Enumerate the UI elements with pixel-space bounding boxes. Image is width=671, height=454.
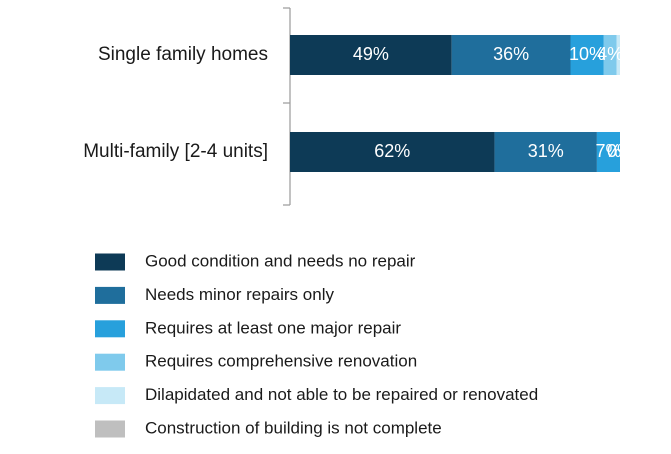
legend-swatch <box>95 253 125 271</box>
category-axis <box>283 7 291 206</box>
legend-swatch <box>95 286 125 304</box>
legend-swatch <box>95 420 125 438</box>
legend-label: Requires at least one major repair <box>145 318 401 337</box>
bar-segment <box>290 132 495 172</box>
legend-label: Requires comprehensive renovation <box>145 352 417 371</box>
legend-label: Dilapidated and not able to be repaired … <box>145 385 538 404</box>
value-label: 0% <box>607 141 633 161</box>
bar-segment <box>290 35 452 75</box>
legend-label: Construction of building is not complete <box>145 418 442 437</box>
category-label: Single family homes <box>98 44 268 65</box>
legend-swatch <box>95 353 125 371</box>
bar-segment <box>603 35 617 75</box>
value-label: 4% <box>597 44 623 64</box>
legend-swatch <box>95 387 125 405</box>
value-label: 36% <box>493 44 529 64</box>
bar-segment <box>596 132 620 172</box>
bar-segment <box>494 132 597 172</box>
value-label: 7% <box>595 141 621 161</box>
value-label: 10% <box>569 44 605 64</box>
legend-label: Needs minor repairs only <box>145 285 334 304</box>
value-label: 62% <box>374 141 410 161</box>
bar-segment <box>570 35 604 75</box>
legend-swatch <box>95 320 125 338</box>
category-label: Multi-family [2-4 units] <box>83 141 268 162</box>
value-label: 31% <box>528 141 564 161</box>
value-label: 49% <box>353 44 389 64</box>
bar-segment <box>451 35 571 75</box>
legend-label: Good condition and needs no repair <box>145 251 416 270</box>
bar-segment <box>616 35 620 75</box>
